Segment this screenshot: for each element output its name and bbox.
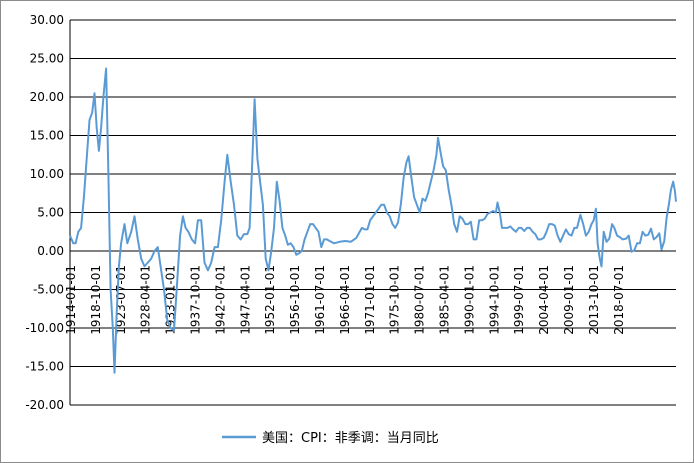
- x-tick-label: 1942-07-01: [213, 265, 227, 335]
- x-tick-label: 1937-10-01: [189, 265, 203, 335]
- x-tick-label: 1999-07-01: [512, 265, 526, 335]
- x-tick-label: 1966-04-01: [338, 265, 352, 335]
- legend-label: 美国：CPI：非季调：当月同比: [262, 431, 439, 446]
- x-tick-label: 1971-01-01: [363, 265, 377, 335]
- y-tick-label: -10.00: [25, 321, 64, 335]
- y-tick-label: 25.00: [30, 52, 64, 66]
- x-tick-label: 1947-04-01: [238, 265, 252, 335]
- x-tick-label: 1980-07-01: [413, 265, 427, 335]
- x-tick-label: 1975-10-01: [388, 265, 402, 335]
- x-tick-label: 1990-01-01: [462, 265, 476, 335]
- x-tick-label: 1914-01-01: [64, 265, 78, 335]
- x-tick-label: 1961-07-01: [313, 265, 327, 335]
- y-tick-label: -5.00: [33, 283, 64, 297]
- y-tick-label: 20.00: [30, 90, 64, 104]
- y-tick-label: 10.00: [30, 167, 64, 181]
- y-tick-label: 0.00: [37, 244, 64, 258]
- x-tick-label: 1928-04-01: [139, 265, 153, 335]
- x-tick-label: 2018-07-01: [612, 265, 626, 335]
- x-tick-label: 1952-01-01: [263, 265, 277, 335]
- x-tick-label: 2009-01-01: [562, 265, 576, 335]
- x-tick-label: 1994-10-01: [487, 265, 501, 335]
- y-tick-label: 30.00: [30, 13, 64, 27]
- series-line-0: [69, 67, 677, 374]
- x-tick-label: 1918-10-01: [89, 265, 103, 335]
- x-tick-label: 1956-10-01: [288, 265, 302, 335]
- y-tick-label: 15.00: [30, 129, 64, 143]
- y-tick-label: 5.00: [37, 206, 64, 220]
- x-tick-label: 1985-04-01: [438, 265, 452, 335]
- y-tick-label: -15.00: [25, 360, 64, 374]
- y-tick-label: -20.00: [25, 398, 64, 412]
- x-tick-label: 2013-10-01: [587, 265, 601, 335]
- x-tick-label: 2004-04-01: [537, 265, 551, 335]
